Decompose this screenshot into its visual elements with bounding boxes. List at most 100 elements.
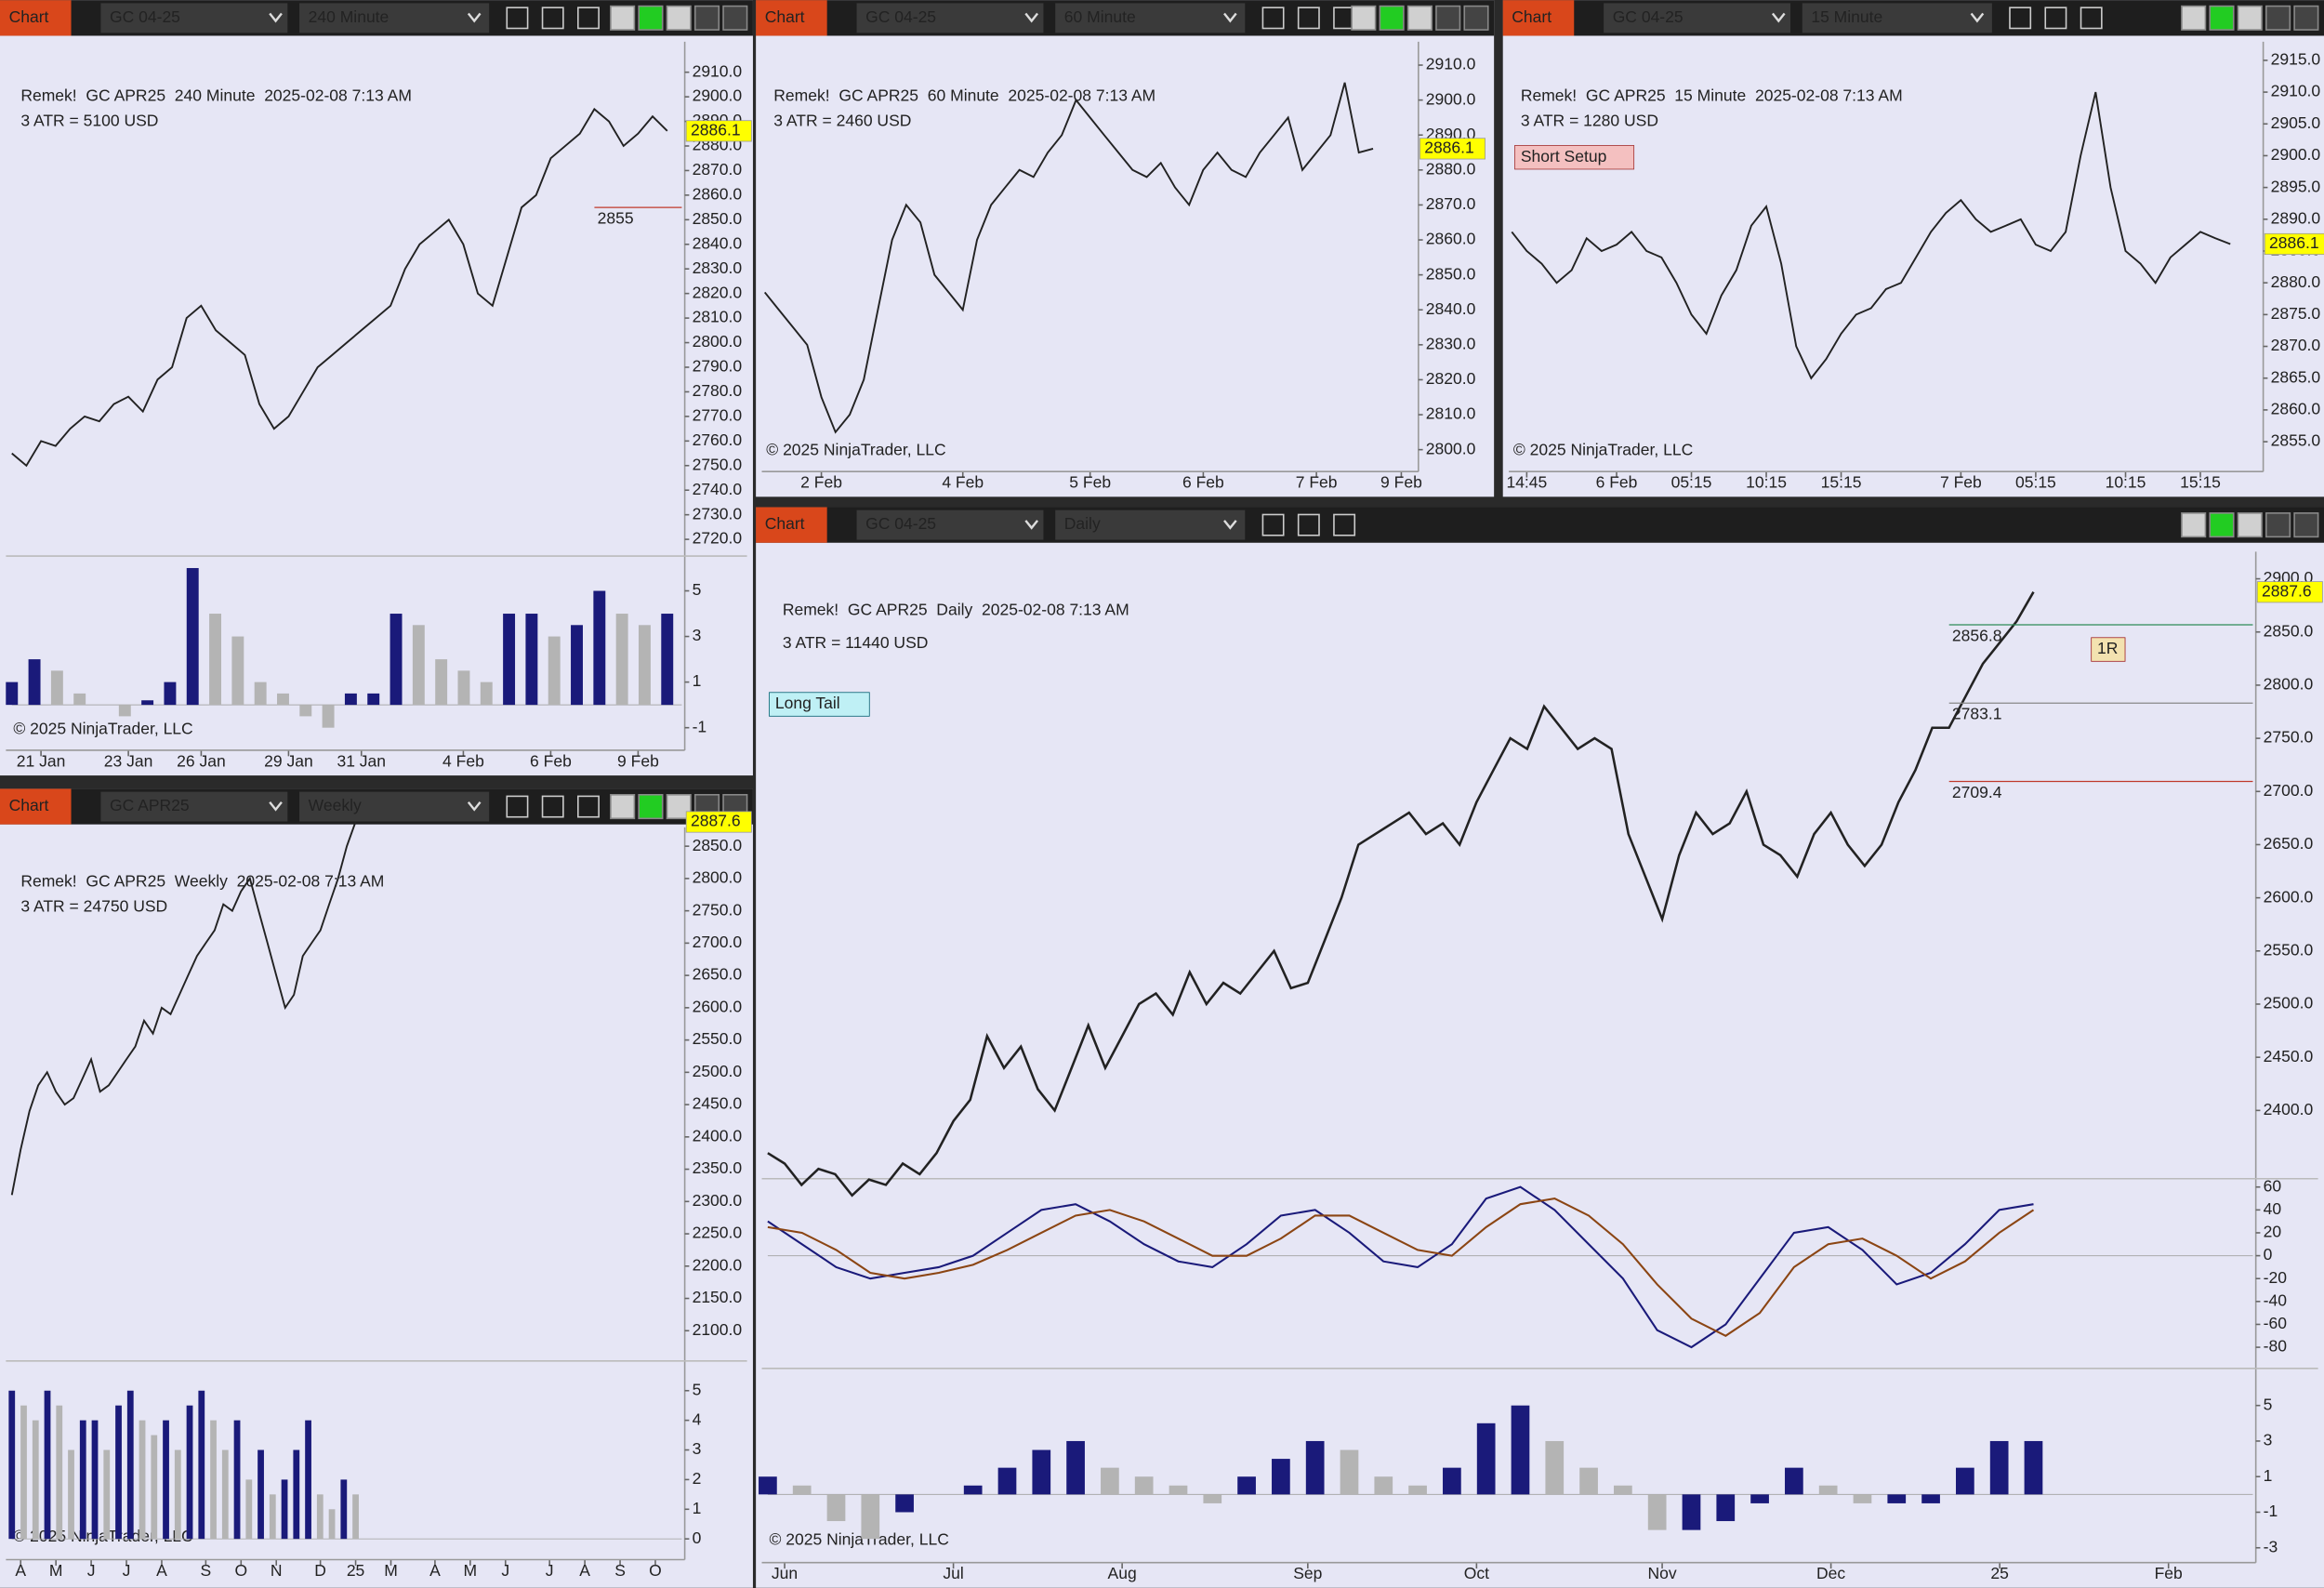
x-tick-label: A (429, 1561, 441, 1580)
window-button[interactable] (2181, 5, 2207, 31)
dropdown-arrow (1970, 12, 1985, 23)
y-tick-label: 2810.0 (1426, 404, 1476, 423)
histogram-bar (1134, 1476, 1154, 1495)
y-tick-label: 0 (693, 1528, 702, 1547)
window-button[interactable] (2293, 512, 2319, 538)
instrument-dropdown[interactable] (100, 3, 288, 33)
tool-icon[interactable] (541, 795, 564, 818)
window-button[interactable] (2209, 5, 2235, 31)
x-tick-label: A (579, 1561, 590, 1580)
tool-icon[interactable] (2009, 7, 2032, 30)
chart-button[interactable] (1502, 0, 1575, 36)
instrument-dropdown[interactable] (100, 791, 288, 822)
interval-dropdown[interactable] (299, 3, 490, 33)
chart-button[interactable] (0, 788, 72, 825)
interval-dropdown[interactable] (299, 791, 490, 822)
histogram-bar (210, 1420, 217, 1540)
instrument-dropdown[interactable] (856, 3, 1044, 33)
window-button[interactable] (2265, 512, 2291, 538)
chart-button[interactable] (0, 0, 72, 36)
window-button[interactable] (1406, 5, 1433, 31)
window-button[interactable] (1351, 5, 1377, 31)
chart-window (0, 788, 753, 1588)
x-tick-label: 4 Feb (442, 751, 484, 770)
interval-dropdown[interactable] (1055, 3, 1246, 33)
dropdown-arrow (269, 801, 283, 812)
instrument-dropdown[interactable] (856, 509, 1044, 540)
window-button[interactable] (2293, 5, 2319, 31)
window-button[interactable] (666, 5, 692, 31)
window-button[interactable] (693, 5, 720, 31)
window-button[interactable] (2265, 5, 2291, 31)
y-tick-label: 2150.0 (693, 1288, 743, 1306)
tool-icon[interactable] (1261, 7, 1285, 30)
y-tick-label: 2400.0 (2264, 1100, 2314, 1118)
tool-icon[interactable] (2080, 7, 2103, 30)
histogram-bar (328, 1509, 336, 1540)
last-price: 2886.1 (1424, 139, 1474, 157)
tool-icon[interactable] (577, 795, 600, 818)
tool-icon[interactable] (1297, 513, 1320, 536)
y-tick-label: 4 (693, 1409, 702, 1428)
annotation-box (2091, 637, 2126, 662)
window-button[interactable] (638, 5, 664, 31)
histogram-bar (861, 1494, 880, 1540)
histogram-bar (103, 1449, 111, 1540)
tool-icon[interactable] (1297, 7, 1320, 30)
x-tick-label: M (464, 1561, 478, 1580)
window-button[interactable] (2181, 512, 2207, 538)
dropdown-arrow (1024, 12, 1039, 23)
x-tick-label: Aug (1108, 1564, 1137, 1582)
window-button[interactable] (1463, 5, 1489, 31)
window-button[interactable] (2209, 512, 2235, 538)
y-tick-label: 2200.0 (693, 1255, 743, 1274)
histogram-bar (1716, 1494, 1736, 1522)
tool-icon[interactable] (2044, 7, 2067, 30)
x-tick-label: Jul (943, 1564, 963, 1582)
price-line (11, 107, 668, 468)
last-price-tag (2264, 232, 2324, 256)
window-button[interactable] (610, 794, 636, 820)
y-tick-label: 2800.0 (693, 868, 743, 887)
window-button[interactable] (2237, 512, 2263, 538)
window-button[interactable] (2237, 5, 2263, 31)
x-tick-label: 7 Feb (1296, 473, 1338, 492)
histogram-bar (1374, 1476, 1393, 1495)
x-tick-label: A (156, 1561, 167, 1580)
histogram-bar (352, 1494, 359, 1540)
histogram-bar (826, 1494, 846, 1522)
histogram-bar (1647, 1494, 1667, 1530)
chart-window (756, 0, 1495, 497)
x-tick-label: Sep (1293, 1564, 1322, 1582)
y-tick-label: -1 (693, 717, 707, 735)
window-button[interactable] (1379, 5, 1405, 31)
chart-title: Remek! GC APR25 Weekly 2025-02-08 7:13 A… (20, 871, 384, 890)
window-button[interactable] (1435, 5, 1461, 31)
window-button[interactable] (722, 5, 748, 31)
instrument-dropdown[interactable] (1604, 3, 1791, 33)
interval-dropdown[interactable] (1055, 509, 1246, 540)
histogram-bar (615, 614, 628, 706)
dropdown-arrow (1024, 520, 1039, 530)
tool-icon[interactable] (577, 7, 600, 30)
chart-button[interactable] (756, 0, 827, 36)
tool-icon[interactable] (506, 795, 529, 818)
tool-icon[interactable] (506, 7, 529, 30)
window-button[interactable] (610, 5, 636, 31)
x-tick-label: 5 Feb (1069, 473, 1111, 492)
histogram-bar (91, 1420, 99, 1540)
chart-button-label: Chart (9, 796, 49, 814)
chart-button[interactable] (756, 507, 827, 543)
tool-icon[interactable] (1333, 513, 1356, 536)
tool-icon[interactable] (541, 7, 564, 30)
window-button[interactable] (638, 794, 664, 820)
interval-dropdown[interactable] (1802, 3, 1992, 33)
x-tick-label: M (384, 1561, 398, 1580)
last-price-tag (2256, 581, 2323, 603)
y-tick-label: 2830.0 (693, 258, 743, 277)
interval: Weekly (309, 796, 362, 814)
histogram-bar (1921, 1494, 1940, 1503)
tool-icon[interactable] (1261, 513, 1285, 536)
y-tick-label: 2450.0 (2264, 1047, 2314, 1065)
